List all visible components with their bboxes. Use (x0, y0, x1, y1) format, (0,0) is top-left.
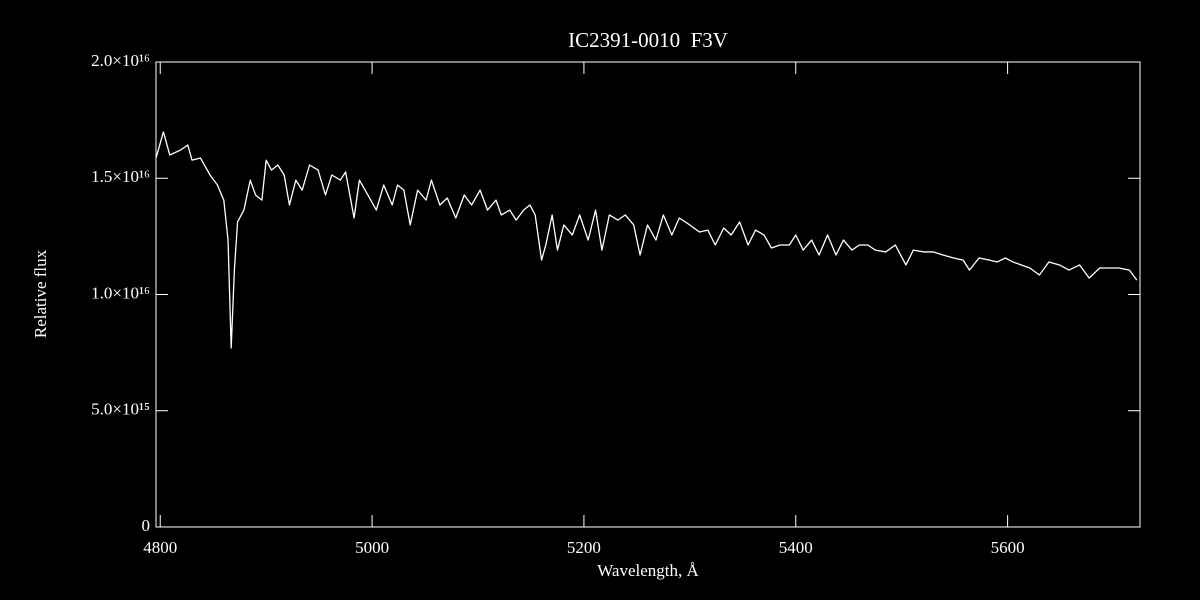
y-axis-label: Relative flux (31, 249, 50, 338)
x-tick-label: 5000 (355, 538, 389, 557)
x-tick-label: 5600 (991, 538, 1025, 557)
x-tick-label: 5400 (779, 538, 813, 557)
plot-frame (155, 61, 1141, 528)
y-tick-label: 0 (142, 516, 151, 535)
y-tick-label: 5.0×10¹⁵ (91, 400, 150, 419)
x-tick-label: 4800 (143, 538, 177, 557)
x-tick-label: 5200 (567, 538, 601, 557)
y-tick-label: 1.0×10¹⁶ (91, 283, 150, 302)
spectrum-line (155, 131, 1138, 349)
x-axis-label: Wavelength, Å (597, 561, 699, 580)
y-tick-label: 1.5×10¹⁶ (91, 167, 150, 186)
y-tick-label: 2.0×10¹⁶ (91, 51, 150, 70)
chart-title: IC2391-0010 F3V (568, 28, 728, 52)
